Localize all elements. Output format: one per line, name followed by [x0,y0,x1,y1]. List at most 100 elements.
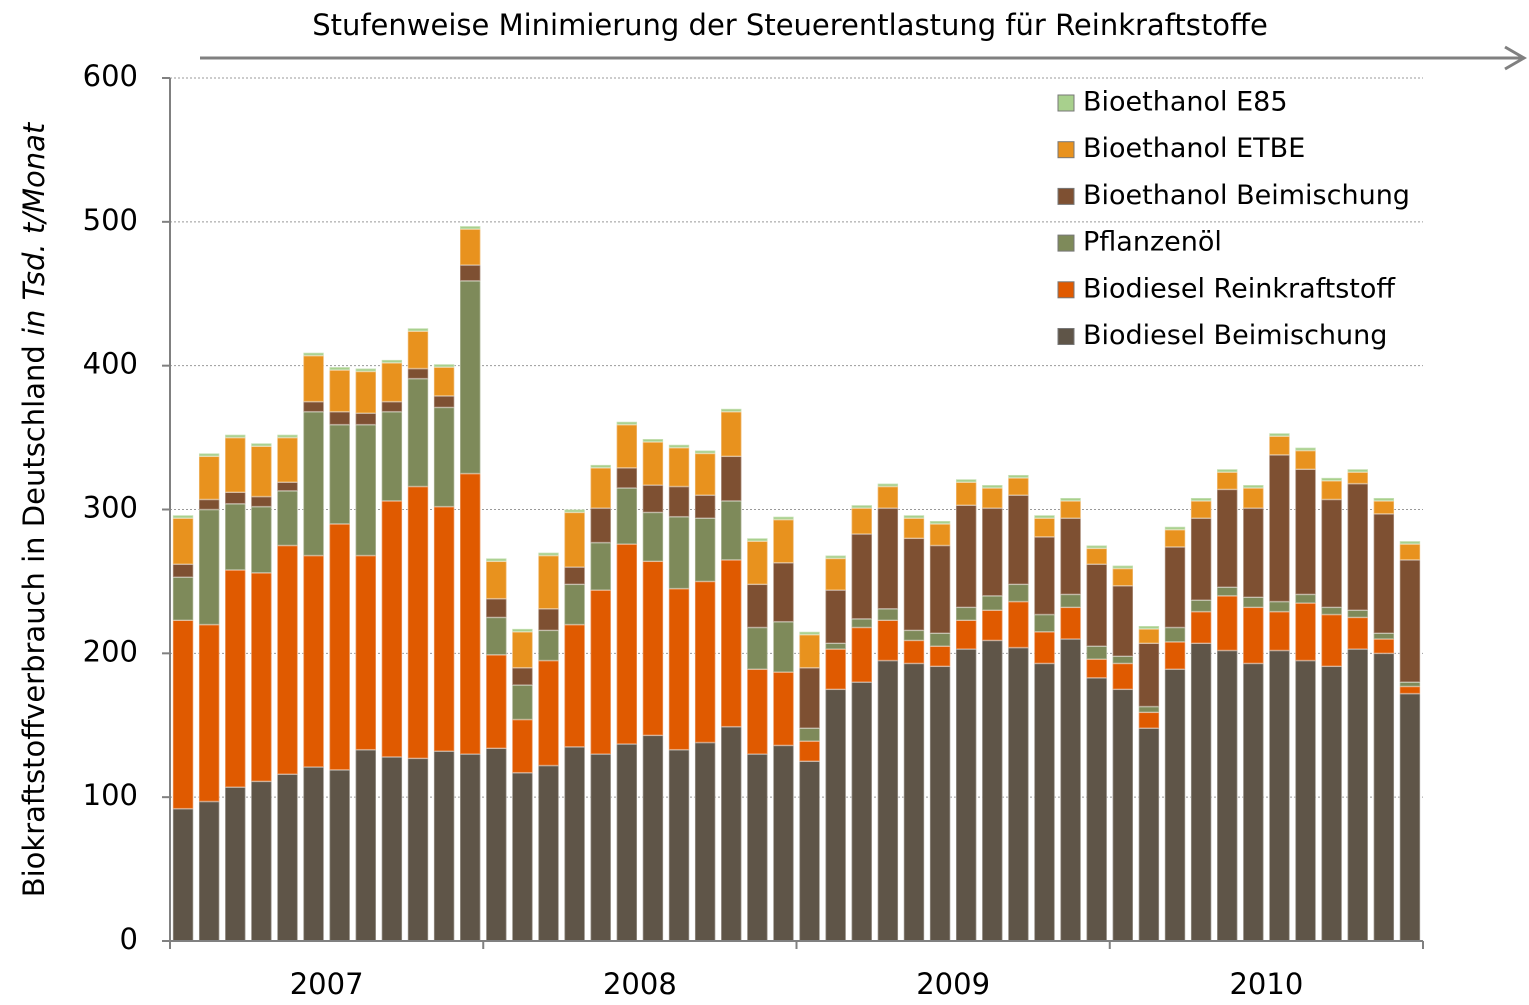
bar-segment [459,280,482,475]
bar-segment [1346,609,1369,619]
bar-segment [328,769,351,942]
bar-segment [903,514,925,519]
bar-segment [903,537,925,632]
bar-segment [485,597,508,619]
bar-segment [172,576,194,622]
bar-segment [1294,659,1317,942]
bar-segment [1033,514,1056,519]
bar-segment [380,359,403,364]
bar-segment [1372,500,1395,515]
bar-segment [1320,498,1343,609]
bar-segment [876,485,899,509]
bar-segment [328,523,351,771]
bar-segment [563,566,586,586]
bar-segment [1294,449,1317,470]
legend-label: Bioethanol Beimischung [1083,180,1410,211]
bar-segment [641,441,664,486]
bar-segment [1320,665,1343,942]
bar-segment [511,631,534,669]
bar-segment [563,623,586,748]
bar-segment [198,508,221,626]
bar-segment [1372,497,1395,502]
bar-segment [1216,468,1239,473]
bar-segment [720,455,743,502]
bar-segment [511,684,534,721]
bar-segment [1059,500,1082,519]
bar-segment [668,515,690,590]
bar-segment [929,544,952,634]
bar-segment [1137,625,1160,630]
bar-segment [459,264,482,282]
bar-segment [1164,668,1186,942]
bar-segment [850,681,873,942]
legend-label: Bioethanol ETBE [1083,133,1305,164]
bar-segment [1137,711,1160,729]
bar-segment [511,666,534,686]
bar-segment [850,626,873,683]
bar-segment [694,452,717,496]
bar-segment [407,377,429,488]
bar-segment [407,757,429,942]
bar-segment [1137,705,1160,714]
bar-segment [824,589,847,645]
x-group-label: 2007 [290,967,364,1001]
bar-segment [1268,432,1291,437]
bar-segment [1190,497,1213,502]
bar-segment [1372,652,1395,942]
bar-segment [172,514,194,519]
bar-segment [433,505,456,752]
bar-segment [1216,649,1239,942]
bar-segment [903,639,925,665]
bar-segment [276,481,299,492]
bar-segment [302,410,325,557]
bar-segment [1007,583,1030,603]
bar-segment [485,747,508,942]
bar-segment [798,631,821,636]
bar-segment [903,629,925,642]
bar-segment [615,421,638,426]
bar-segment [1033,517,1056,538]
bar-segment [302,554,325,768]
bar-segment [250,445,273,498]
bar-segment [1007,494,1030,586]
bar-segment [798,727,821,742]
legend-label: Pflanzenöl [1083,227,1222,258]
bar-segment [1033,613,1056,633]
bar-segment [641,734,664,942]
bar-segment [1007,474,1030,479]
bar-segment [250,780,273,942]
bar-segment [1059,517,1082,596]
y-tick-label: 0 [120,922,138,956]
y-tick-label: 100 [83,778,138,812]
bar-segment [172,619,194,810]
y-tick-label: 500 [83,203,138,237]
bar-segment [1007,477,1030,496]
arrow-head [1504,45,1527,71]
bar-segment [668,485,690,518]
bar-segment [876,619,899,662]
bar-segment [1059,497,1082,502]
bar-segment [1190,599,1213,613]
bar-segment [1399,685,1421,695]
bar-segment [224,502,247,571]
bar-segment [1372,638,1395,655]
bar-segment [354,370,377,414]
bar-segment [955,478,978,483]
bar-segment [1346,616,1369,650]
bar-segment [328,423,351,525]
bar-segment [537,764,560,942]
bar-segment [511,718,534,774]
bar-segment [1294,602,1317,662]
bar-segment [1111,688,1134,942]
bar-segment [1111,567,1134,587]
bar-segment [1190,500,1213,519]
legend-label: Bioethanol E85 [1083,87,1288,118]
bar-segment [1399,540,1421,545]
bar-segment [250,442,273,447]
bar-segment [1033,662,1056,942]
bar-segment [929,665,952,942]
bar-segment [563,511,586,568]
bar-segment [407,330,429,370]
x-group-label: 2010 [1229,967,1303,1001]
